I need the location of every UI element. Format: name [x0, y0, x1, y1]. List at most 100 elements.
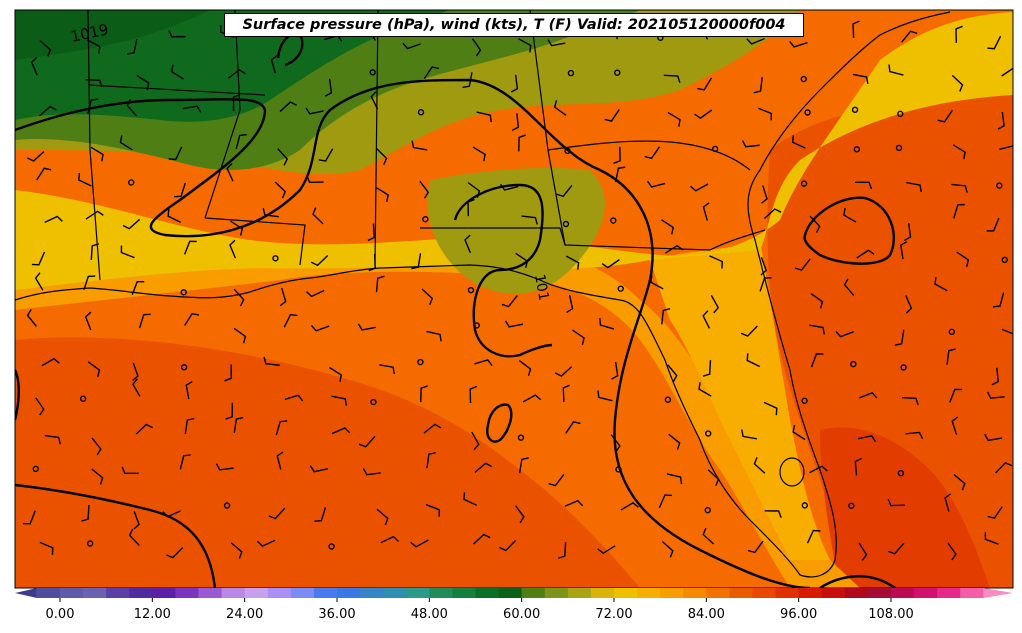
colorbar-segment	[337, 588, 361, 598]
wind-barb	[183, 240, 197, 255]
wind-barb	[753, 77, 763, 94]
calm-wind-marker	[567, 69, 575, 77]
wind-barb	[215, 463, 234, 471]
wind-barb	[668, 433, 681, 450]
wind-barb	[379, 364, 396, 375]
wind-barb	[664, 244, 684, 254]
wind-barb	[91, 437, 102, 456]
calm-wind-marker	[897, 469, 905, 477]
wind-barb	[78, 173, 92, 187]
wind-barb	[761, 185, 768, 204]
wind-barb	[510, 74, 519, 93]
wind-barb	[620, 502, 639, 511]
colorbar-segment	[244, 588, 269, 598]
wind-barb	[904, 223, 912, 241]
wind-barb	[858, 392, 878, 399]
colorbar-segment	[891, 588, 915, 598]
wind-barb	[472, 146, 486, 162]
calm-wind-marker	[127, 179, 135, 186]
wind-barb	[30, 56, 38, 76]
wind-barb	[900, 241, 908, 260]
wind-barb	[572, 329, 585, 345]
wind-barb	[81, 505, 90, 522]
colorbar-segment	[567, 588, 592, 598]
colorbar-segment	[221, 588, 246, 598]
wind-barb	[843, 278, 855, 296]
wind-barb	[518, 457, 529, 474]
colorbar	[15, 588, 1013, 602]
wind-barb	[35, 397, 45, 416]
wind-barb	[951, 183, 968, 193]
colorbar-segment	[313, 588, 338, 598]
wind-barb	[166, 547, 184, 559]
wind-barb	[91, 468, 104, 485]
colorbar-segment	[452, 588, 476, 598]
wind-barb	[518, 134, 526, 152]
calm-wind-marker	[851, 106, 859, 113]
wind-barb	[410, 539, 429, 548]
wind-barb	[376, 508, 389, 526]
wind-barb	[168, 29, 186, 38]
calm-wind-marker	[615, 466, 622, 473]
wind-barb	[764, 510, 782, 518]
wind-barb	[1001, 67, 1013, 77]
colorbar-segment	[152, 588, 176, 598]
wind-barb	[476, 111, 492, 123]
wind-barb	[90, 146, 104, 162]
wind-barb	[759, 277, 772, 292]
colorbar-segment	[798, 588, 823, 598]
wind-barb	[411, 140, 428, 151]
wind-barb	[661, 219, 675, 235]
wind-barb	[85, 210, 104, 220]
wind-barb	[277, 148, 289, 166]
wind-barb	[597, 545, 616, 555]
calm-wind-marker	[610, 217, 617, 224]
wind-barb	[306, 289, 325, 298]
wind-barb	[471, 431, 480, 451]
wind-barb	[126, 39, 138, 55]
wind-barb	[852, 73, 869, 85]
wind-barb	[792, 135, 806, 149]
calm-wind-marker	[180, 289, 187, 296]
colorbar-segment	[360, 588, 384, 598]
wind-barb	[131, 280, 145, 296]
wind-barb	[34, 272, 44, 291]
calm-wind-marker	[86, 540, 94, 547]
colorbar-tick-label: 0.00	[45, 607, 75, 622]
wind-barb	[698, 382, 712, 397]
wind-barb	[764, 208, 782, 219]
wind-barb	[597, 390, 613, 402]
colorbar-segment	[752, 588, 777, 598]
colorbar-segment	[60, 588, 84, 598]
wind-barb	[26, 151, 45, 162]
calm-wind-marker	[32, 465, 39, 473]
wind-barb	[120, 245, 135, 259]
wind-barb	[233, 327, 247, 344]
wind-barb	[85, 78, 103, 88]
wind-barb	[810, 292, 824, 309]
wind-barb	[991, 367, 999, 386]
wind-barb	[565, 421, 581, 434]
temperature-field-yellow	[15, 12, 1013, 290]
wind-barb	[375, 275, 385, 293]
calm-wind-marker	[800, 180, 808, 187]
wind-barb	[515, 505, 525, 524]
wind-barb	[835, 330, 854, 338]
wind-barb	[423, 66, 440, 80]
wind-barb	[949, 388, 962, 403]
colorbar-tick-label: 84.00	[687, 607, 725, 622]
calm-wind-marker	[614, 69, 621, 76]
wind-barb	[887, 542, 905, 555]
wind-barb	[644, 146, 661, 160]
wind-barb	[566, 294, 574, 314]
calm-wind-marker	[704, 430, 712, 437]
colorbar-segment	[429, 588, 453, 598]
wind-barb	[709, 255, 724, 269]
colorbar-segment	[475, 588, 500, 598]
wind-barb	[232, 94, 241, 112]
wind-barb	[87, 361, 101, 378]
wind-barb	[329, 366, 343, 382]
calm-wind-marker	[801, 502, 809, 509]
wind-barb	[522, 394, 542, 403]
